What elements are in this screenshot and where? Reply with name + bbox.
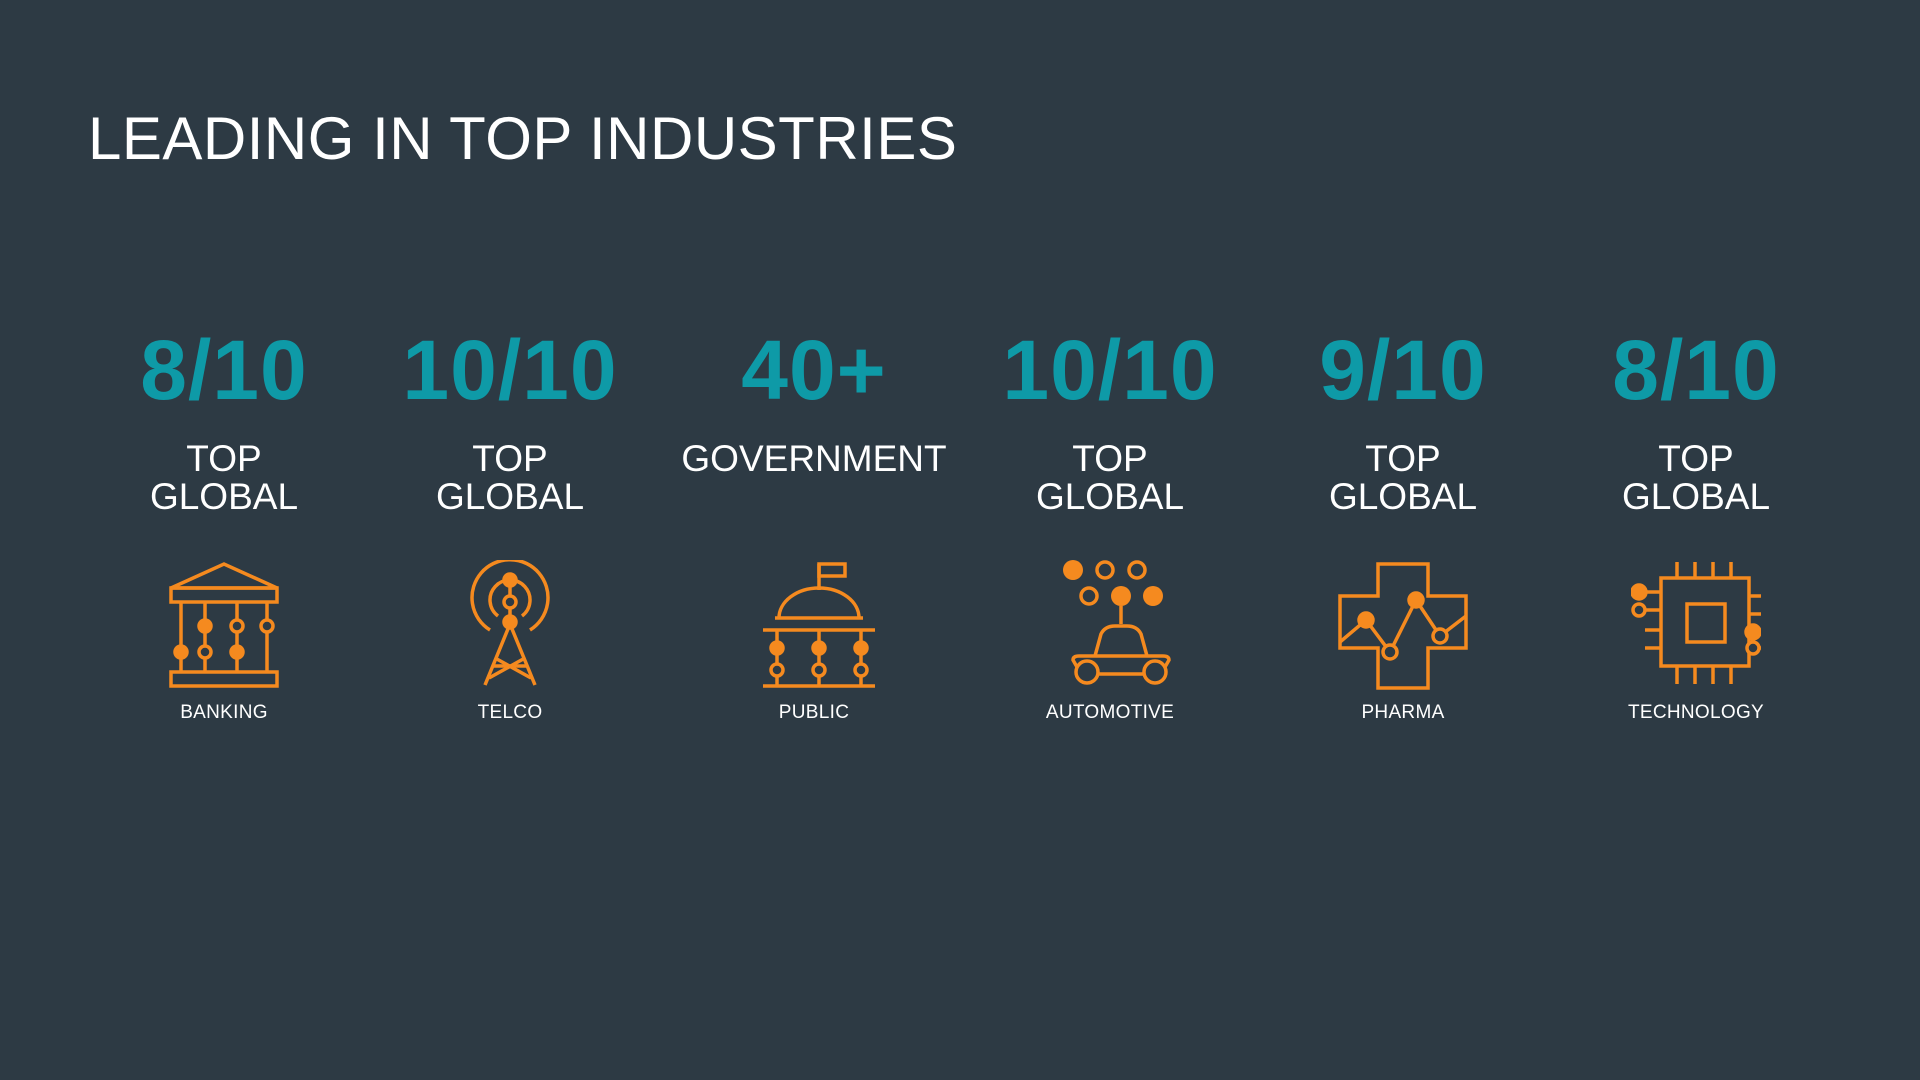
industry-card-public: 40+ GOVERNMENT PUBLIC bbox=[669, 320, 959, 724]
stat-value: 40+ bbox=[741, 323, 887, 417]
stat-caption: GOVERNMENT bbox=[681, 438, 947, 479]
government-building-icon bbox=[749, 560, 879, 690]
stat-value: 10/10 bbox=[1002, 323, 1218, 417]
connected-car-icon bbox=[1045, 560, 1175, 690]
industry-label: BANKING bbox=[180, 702, 268, 723]
medical-cross-chart-icon bbox=[1338, 560, 1468, 690]
stat-caption: TOP GLOBAL bbox=[1621, 438, 1771, 517]
stat-value: 9/10 bbox=[1319, 323, 1487, 417]
stat-caption: TOP GLOBAL bbox=[435, 438, 585, 517]
industry-label: AUTOMOTIVE bbox=[1045, 702, 1175, 723]
page-title: LEADING IN TOP INDUSTRIES bbox=[88, 105, 958, 172]
industry-label: TELCO bbox=[477, 702, 543, 723]
industry-label: TECHNOLOGY bbox=[1627, 702, 1765, 723]
industry-card-automotive: 10/10 TOP GLOBAL AUTOMOTIVE bbox=[965, 320, 1255, 724]
stat-value: 8/10 bbox=[1612, 323, 1780, 417]
industry-card-telco: 10/10 TOP GLOBAL TELCO bbox=[365, 320, 655, 724]
stat-caption: TOP GLOBAL bbox=[149, 438, 299, 517]
industry-card-pharma: 9/10 TOP GLOBAL PHARMA bbox=[1258, 320, 1548, 724]
cpu-chip-icon bbox=[1631, 560, 1761, 690]
stat-caption: TOP GLOBAL bbox=[1328, 438, 1478, 517]
industry-label: PUBLIC bbox=[778, 702, 850, 723]
industry-label: PHARMA bbox=[1361, 702, 1445, 723]
bank-icon bbox=[159, 560, 289, 690]
stat-value: 10/10 bbox=[402, 323, 618, 417]
telecom-tower-icon bbox=[445, 560, 575, 690]
stat-value: 8/10 bbox=[140, 323, 308, 417]
stat-caption: TOP GLOBAL bbox=[1035, 438, 1185, 517]
industry-card-banking: 8/10 TOP GLOBAL BANKING bbox=[79, 320, 369, 724]
industry-card-technology: 8/10 TOP GLOBAL TEC bbox=[1551, 320, 1841, 724]
